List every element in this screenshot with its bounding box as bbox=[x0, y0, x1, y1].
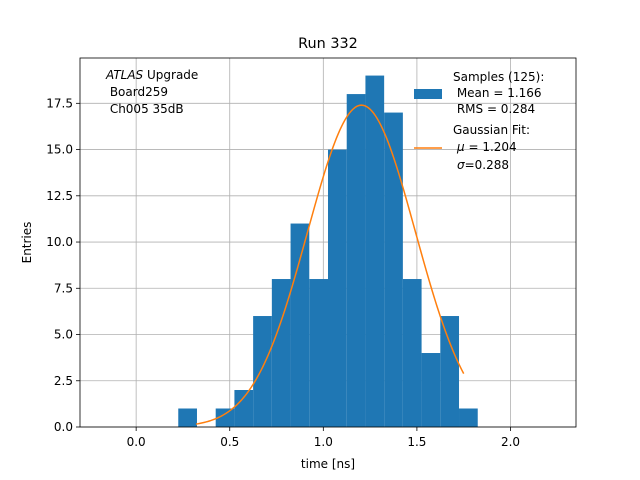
histogram-bar bbox=[421, 353, 441, 427]
legend-hist-line-1: Samples (125): bbox=[453, 70, 544, 84]
histogram-bar bbox=[384, 112, 403, 428]
histogram-bar bbox=[346, 94, 366, 427]
x-tick-label: 1.5 bbox=[407, 435, 426, 449]
annotation: ATLAS Upgrade Board259 Ch005 35dB bbox=[105, 68, 198, 116]
histogram-bar bbox=[234, 390, 254, 427]
histogram-bar bbox=[440, 316, 460, 427]
y-tick-label: 10.0 bbox=[46, 235, 73, 249]
y-tick-label: 2.5 bbox=[54, 374, 73, 388]
legend-fit-line-1: Gaussian Fit: bbox=[453, 123, 530, 137]
histogram-bar bbox=[271, 279, 291, 427]
y-tick-label: 0.0 bbox=[54, 420, 73, 434]
histogram-bar bbox=[402, 279, 422, 427]
x-tick-label: 0.5 bbox=[220, 435, 239, 449]
annotation-line-2: Board259 bbox=[106, 85, 168, 99]
chart-title: Run 332 bbox=[298, 36, 358, 52]
x-tick-label: 1.0 bbox=[314, 435, 333, 449]
histogram-bar bbox=[290, 223, 310, 427]
annotation-upgrade: Upgrade bbox=[143, 68, 198, 82]
histogram-bar bbox=[309, 279, 328, 427]
x-tick-label: 0.0 bbox=[127, 435, 146, 449]
x-axis-ticks: 0.0 0.5 1.0 1.5 2.0 bbox=[127, 427, 520, 449]
x-axis-label: time [ns] bbox=[301, 457, 355, 471]
plot-frame bbox=[79, 57, 577, 428]
annotation-line-3: Ch005 35dB bbox=[106, 102, 184, 116]
annotation-line-1: ATLAS Upgrade bbox=[105, 68, 198, 82]
histogram-bar bbox=[253, 316, 272, 427]
y-tick-label: 5.0 bbox=[54, 328, 73, 342]
legend-hist-line-3: RMS = 0.284 bbox=[453, 102, 535, 116]
legend: Samples (125): Mean = 1.166 RMS = 0.284 … bbox=[414, 70, 544, 172]
legend-hist-line-2: Mean = 1.166 bbox=[453, 86, 542, 100]
histogram-bar bbox=[215, 408, 235, 427]
legend-fit-line-3: σ=0.288 bbox=[457, 158, 509, 172]
y-tick-label: 7.5 bbox=[54, 281, 73, 295]
legend-mu-symbol: μ bbox=[456, 140, 465, 154]
histogram-bar bbox=[365, 75, 385, 428]
gaussian-fit-curve bbox=[195, 104, 465, 425]
annotation-atlas: ATLAS bbox=[105, 68, 144, 82]
legend-fit-line-2: μ = 1.204 bbox=[456, 140, 517, 154]
legend-sigma-symbol: σ bbox=[457, 158, 465, 172]
histogram-bar bbox=[328, 149, 347, 427]
histogram-bars bbox=[178, 75, 478, 428]
y-tick-label: 17.5 bbox=[46, 96, 73, 110]
x-tick-label: 2.0 bbox=[501, 435, 520, 449]
y-axis-ticks: 0.0 2.5 5.0 7.5 10.0 12.5 15.0 17.5 bbox=[46, 96, 80, 434]
legend-hist-swatch bbox=[414, 89, 442, 99]
y-axis-label: Entries bbox=[20, 222, 34, 264]
legend-sigma-value: =0.288 bbox=[465, 158, 509, 172]
histogram-bar bbox=[459, 408, 478, 427]
histogram-bar bbox=[178, 408, 197, 427]
y-tick-label: 12.5 bbox=[46, 189, 73, 203]
y-tick-label: 15.0 bbox=[46, 143, 73, 157]
legend-mu-value: = 1.204 bbox=[465, 140, 517, 154]
